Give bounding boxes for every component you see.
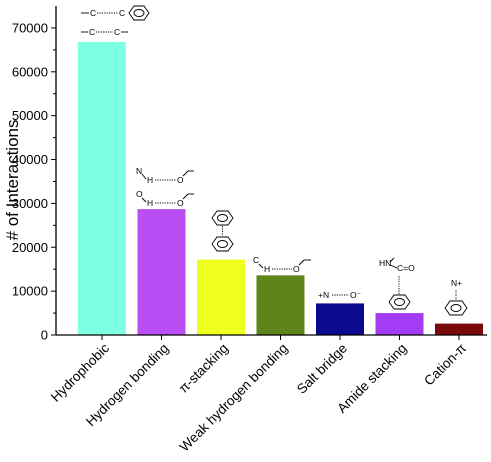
bar-1 — [137, 209, 186, 335]
bar-5 — [375, 313, 424, 335]
benzene-ring-icon — [128, 5, 150, 21]
hydrophobic-c1: C — [90, 8, 96, 18]
weak-hbond-h: H — [264, 264, 270, 274]
amide-hn: HN — [379, 258, 391, 268]
axes-layer — [55, 6, 487, 336]
bar-0 — [78, 41, 126, 335]
hbond-o1: O — [177, 175, 184, 185]
x-category-label-2: π-stacking — [176, 341, 231, 396]
weak-hbond-c: C — [253, 255, 259, 265]
bar-4 — [316, 303, 364, 335]
hbond-o3: O — [177, 198, 184, 208]
y-tick-label-6: 60000 — [12, 64, 48, 79]
benzene-ring-icon — [211, 210, 234, 226]
x-category-label-3: Weak hydrogen bonding — [177, 341, 291, 455]
weak-hbond-o: O — [293, 264, 300, 274]
hydrophobic-c3: C — [89, 27, 95, 37]
hydrophobic-glyph: C C C C — [81, 5, 150, 37]
hbond-h2: H — [147, 198, 153, 208]
amide-co: C=O — [397, 263, 415, 273]
y-tick-label-3: 30000 — [12, 196, 48, 211]
weak-hydrogen-bond-glyph: C H O — [253, 255, 311, 274]
hbond-o2: O — [136, 189, 143, 199]
y-tick-label-7: 70000 — [12, 20, 48, 35]
y-tick-label-0: 0 — [41, 328, 48, 343]
hydrogen-bond-glyph: N H O O H O — [136, 166, 194, 208]
hydrophobic-c2: C — [119, 8, 125, 18]
x-category-label-6: Cation-π — [421, 341, 469, 389]
bar-6 — [435, 323, 483, 335]
hydrophobic-c4: C — [114, 27, 120, 37]
y-axis-title: # of Interactions — [3, 120, 22, 241]
y-tick-label-2: 20000 — [12, 240, 48, 255]
hbond-n: N — [136, 166, 142, 176]
bar-3 — [256, 275, 305, 335]
amide-stacking-glyph: HN C=O — [379, 257, 415, 310]
cation-n: N+ — [451, 278, 462, 288]
salt-bridge-n: +N — [318, 290, 329, 300]
salt-bridge-glyph: +N O⁻ — [318, 290, 362, 300]
bars-layer — [78, 41, 483, 335]
interaction-glyphs: C C C C N H O O H O — [81, 5, 468, 316]
benzene-ring-icon — [211, 236, 234, 252]
y-tick-label-4: 40000 — [12, 152, 48, 167]
pi-stacking-glyph — [211, 210, 234, 252]
y-ticks-layer: 0 10000 20000 30000 40000 50000 60000 70000 — [12, 20, 56, 343]
hbond-h1: H — [147, 175, 153, 185]
x-category-label-4: Salt bridge — [294, 341, 350, 397]
bar-2 — [197, 259, 245, 335]
cation-pi-glyph: N+ — [444, 278, 468, 316]
benzene-ring-icon — [388, 294, 411, 310]
benzene-ring-icon — [444, 300, 468, 316]
y-tick-label-1: 10000 — [12, 284, 48, 299]
x-category-label-0: Hydrophobic — [48, 340, 112, 404]
y-tick-label-5: 50000 — [12, 108, 48, 123]
salt-bridge-o: O⁻ — [350, 290, 362, 300]
